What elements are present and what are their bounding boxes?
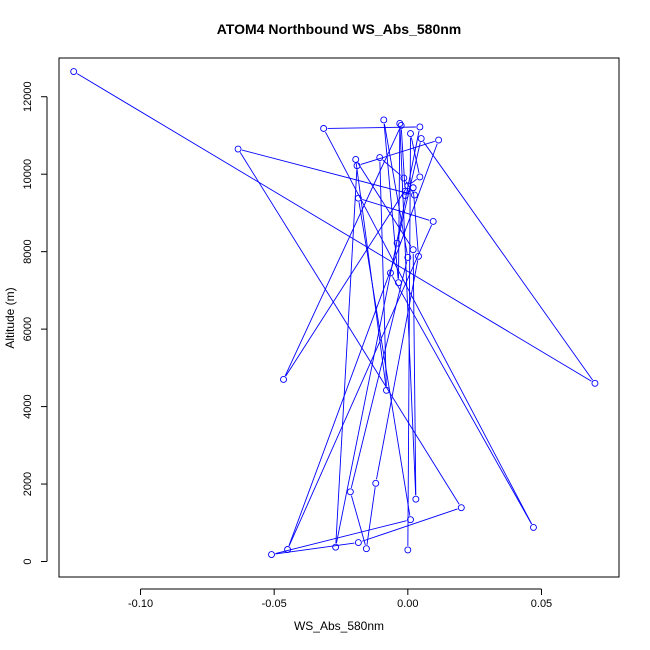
data-point	[404, 546, 412, 554]
series-line-segment	[383, 123, 399, 279]
y-tick-label: 8000	[22, 239, 34, 263]
series-line-segment	[398, 127, 401, 279]
series-line-segment	[351, 495, 366, 546]
x-tick-label: -0.10	[128, 598, 153, 610]
series-line-segment	[366, 487, 376, 545]
data-point	[530, 523, 537, 531]
series-line-segment	[407, 137, 411, 546]
data-point	[396, 120, 404, 127]
data-point	[284, 546, 291, 553]
data-point	[457, 504, 465, 512]
data-point	[435, 136, 443, 144]
x-tick-label: -0.05	[262, 598, 287, 610]
data-point	[401, 192, 409, 199]
data-point	[70, 68, 78, 76]
data-point	[320, 125, 328, 132]
data-point	[372, 479, 380, 487]
series-line-segment	[410, 178, 417, 184]
data-point	[387, 269, 394, 277]
x-tick-label: 0.05	[531, 598, 552, 610]
y-tick-label: 0	[22, 558, 34, 564]
data-point	[332, 543, 340, 551]
data-point	[407, 130, 414, 137]
series-line-segment	[327, 126, 416, 129]
series-line-segment	[362, 198, 430, 221]
series-line-segment	[410, 137, 420, 174]
series-line-segment	[288, 224, 433, 547]
data-point	[401, 187, 409, 195]
y-tick-label: 4000	[22, 394, 34, 418]
series-line-segment	[239, 152, 460, 505]
data-point	[416, 123, 424, 131]
data-point	[352, 156, 360, 163]
series-line-segment	[76, 73, 592, 382]
y-tick-label: 12000	[22, 81, 34, 112]
series-line-segment	[284, 128, 400, 377]
series-line-segment	[384, 123, 408, 254]
data-point	[404, 254, 412, 261]
data-point	[346, 488, 354, 496]
series-line-segment	[325, 131, 532, 525]
plot-area: -0.10 -0.05 0.00 0.05 0 2000 4000 6000 8000 10000…	[22, 57, 620, 610]
data-point	[429, 217, 437, 225]
y-tick-label: 2000	[22, 472, 34, 496]
series-line-segment	[241, 149, 411, 195]
data-point	[354, 539, 362, 546]
series-line-segment	[423, 141, 593, 381]
y-tick-label: 6000	[22, 317, 34, 341]
series-line-segment	[357, 162, 412, 247]
series-line-segment	[355, 163, 387, 387]
data-point	[395, 279, 402, 287]
series-line-segment	[413, 191, 419, 253]
data-point	[412, 495, 420, 503]
data-point	[397, 121, 405, 129]
data-point	[383, 386, 390, 394]
data-point	[376, 154, 384, 161]
series-line-segment	[362, 508, 458, 542]
data-point	[404, 182, 412, 190]
data-point	[400, 174, 408, 182]
x-tick-label: 0.00	[397, 598, 418, 610]
series-line-segment	[335, 169, 358, 544]
series-line-segment	[275, 520, 407, 554]
data-point	[280, 376, 287, 383]
data-point	[362, 545, 370, 553]
series-line-segment	[400, 129, 406, 188]
data-point	[393, 239, 401, 247]
series-line-segment	[412, 253, 417, 496]
series-line-segment	[392, 276, 532, 525]
data-point	[268, 551, 275, 558]
series-line-segment	[350, 261, 408, 489]
chart-title: ATOM4 Northbound WS_Abs_580nm	[217, 21, 462, 37]
data-point	[407, 516, 414, 524]
series-line-segment	[288, 143, 438, 546]
data-point	[380, 116, 388, 124]
data-point	[416, 173, 424, 181]
data-point	[417, 135, 425, 143]
data-point	[415, 252, 422, 260]
data-point	[234, 145, 242, 153]
plot-frame	[58, 57, 620, 578]
data-point	[411, 191, 418, 199]
y-tick-label: 10000	[22, 159, 34, 190]
data-point	[354, 194, 362, 202]
y-axis-label: Altitude (m)	[3, 287, 17, 348]
x-axis-label: WS_Abs_580nm	[294, 619, 384, 633]
series-line-segment	[376, 260, 419, 480]
series-line-segment	[358, 202, 411, 516]
data-point	[409, 246, 417, 254]
data-point	[591, 379, 599, 387]
series-line-segment	[285, 188, 407, 377]
series-line-segment	[360, 140, 435, 165]
data-point	[353, 162, 361, 170]
series-line-segment	[335, 130, 420, 544]
